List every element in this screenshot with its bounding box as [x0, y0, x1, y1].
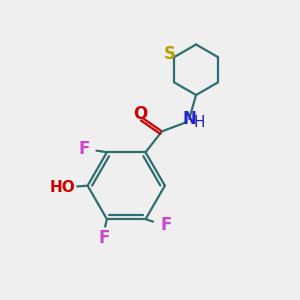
Text: N: N [182, 110, 196, 128]
Text: F: F [98, 230, 110, 247]
Text: F: F [160, 216, 171, 234]
Text: H: H [193, 115, 205, 130]
Text: S: S [164, 45, 176, 63]
Text: O: O [133, 105, 147, 123]
Text: HO: HO [50, 180, 75, 195]
Text: F: F [79, 140, 90, 158]
